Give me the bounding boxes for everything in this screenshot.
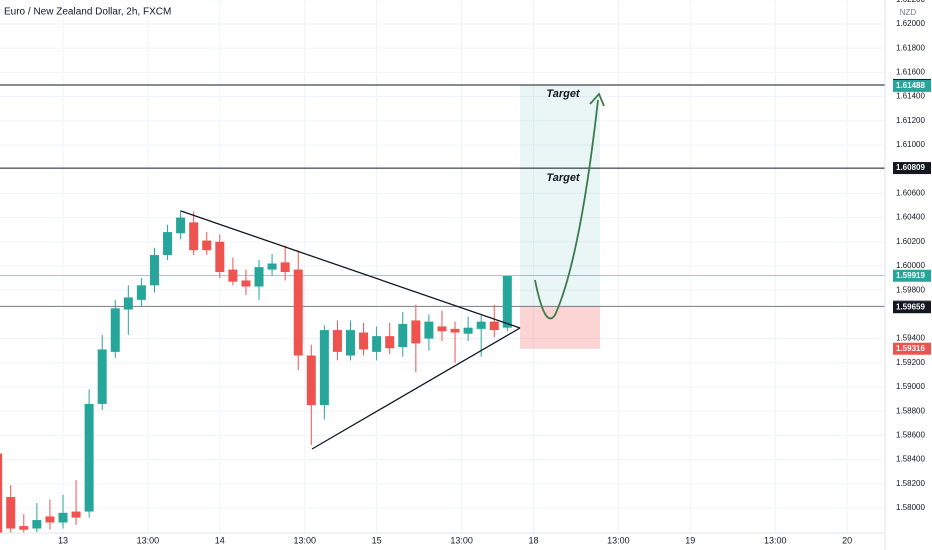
triangle: [180, 210, 521, 450]
candle-body: [437, 326, 447, 332]
candles: [0, 210, 512, 534]
price-tag-label: 1.59316: [896, 344, 925, 353]
x-tick-label: 13: [58, 535, 68, 545]
candle-body: [267, 263, 277, 270]
candle-body: [110, 308, 120, 352]
y-tick-label: 1.59800: [896, 285, 925, 294]
candle-body: [345, 330, 355, 356]
price-tag-label: 1.61488: [896, 81, 925, 90]
candle-body: [450, 328, 460, 333]
price-tag: [893, 79, 931, 92]
candle-body: [6, 497, 16, 529]
candle-body: [372, 336, 382, 352]
candle-body: [411, 320, 421, 344]
x-tick-label: 13:00: [450, 535, 473, 545]
candle-body: [71, 511, 81, 518]
candle-body: [502, 275, 512, 328]
price-tag: [893, 342, 931, 355]
y-tick-label: 1.58800: [896, 406, 925, 415]
candle-body: [424, 321, 434, 339]
candle-body: [32, 520, 42, 529]
candle-body: [0, 453, 3, 534]
y-tick-label: 1.61000: [896, 140, 925, 149]
x-tick-label: 14: [215, 535, 225, 545]
target-zone: [520, 84, 600, 307]
candle-body: [463, 327, 473, 334]
annotation: Target: [546, 88, 581, 100]
candle-body: [176, 217, 186, 234]
candle-body: [319, 330, 329, 406]
candle-body: [306, 355, 316, 406]
y-tick-label: 1.61200: [896, 116, 925, 125]
x-tick-label: 19: [685, 535, 695, 545]
x-tick-label: 13:00: [293, 535, 316, 545]
y-tick-label: 1.60400: [896, 213, 925, 222]
y-tick-label: 1.59200: [896, 358, 925, 367]
price-tag-label: 1.59919: [896, 271, 925, 280]
candle-body: [163, 232, 173, 256]
y-tick-label: 1.59400: [896, 334, 925, 343]
candle-body: [189, 222, 199, 251]
y-tick-label: 1.58200: [896, 479, 925, 488]
candle-body: [84, 403, 94, 512]
candle-body: [19, 526, 29, 530]
price-tag: [893, 162, 931, 175]
y-tick-label: 1.58600: [896, 430, 925, 439]
y-tick-label: 1.61800: [896, 43, 925, 52]
candle-body: [123, 297, 133, 310]
axes: 1.58000 1.58200 1.58400 1.58600 1.58800 1.590…: [58, 0, 931, 545]
y-tick-label: 1.58000: [896, 503, 925, 512]
candle-body: [254, 267, 264, 287]
trendline: [180, 210, 521, 329]
candle-body: [149, 255, 159, 286]
position-box: [520, 84, 600, 349]
candle-body: [398, 324, 408, 348]
chart-title: Euro / New Zealand Dollar, 2h, FXCM: [4, 7, 171, 18]
x-tick-label: 13:00: [764, 535, 787, 545]
price-tag-label: 1.59659: [896, 302, 925, 311]
price-tag-label: 1.60809: [896, 163, 925, 172]
y-tick-label: 1.61400: [896, 92, 925, 101]
candle-body: [385, 336, 395, 349]
y-tick-label: 1.60000: [896, 261, 925, 270]
candle-body: [228, 269, 238, 282]
price-lines: [0, 84, 885, 307]
grid: [0, 0, 885, 533]
candle-body: [215, 241, 225, 273]
x-tick-label: 15: [372, 535, 382, 545]
arrow-head: [589, 92, 605, 107]
y-tick-label: 1.61600: [896, 67, 925, 76]
candle-body: [359, 332, 369, 350]
y-tick-label: 1.59000: [896, 382, 925, 391]
arrow: [534, 99, 599, 320]
candle-body: [489, 321, 499, 331]
currency: NZD: [900, 8, 917, 17]
candle-body: [280, 262, 290, 273]
candle-body: [97, 349, 107, 404]
y-tick-label: 1.58400: [896, 455, 925, 464]
y-tick-label: 1.60600: [896, 188, 925, 197]
x-tick-label: 13:00: [607, 535, 630, 545]
candle-body: [293, 269, 303, 356]
y-tick-label: 1.62000: [896, 19, 925, 28]
annotation: Target: [546, 172, 581, 184]
trendline: [311, 327, 521, 450]
price-tag: [893, 301, 931, 314]
x-tick-label: 13:00: [137, 535, 160, 545]
candle-body: [241, 280, 251, 287]
x-tick-label: 20: [842, 535, 852, 545]
candle-body: [45, 516, 55, 523]
candle-body: [58, 512, 68, 523]
y-tick-label: 1.60200: [896, 237, 925, 246]
y-tick-label: 1.62200: [896, 0, 925, 4]
candle-body: [332, 330, 342, 352]
candle-body: [476, 321, 486, 329]
price-tag: [893, 269, 931, 282]
candle-body: [136, 285, 146, 300]
candle-body: [202, 240, 212, 251]
x-tick-label: 18: [528, 535, 538, 545]
stop-zone: [520, 306, 600, 349]
